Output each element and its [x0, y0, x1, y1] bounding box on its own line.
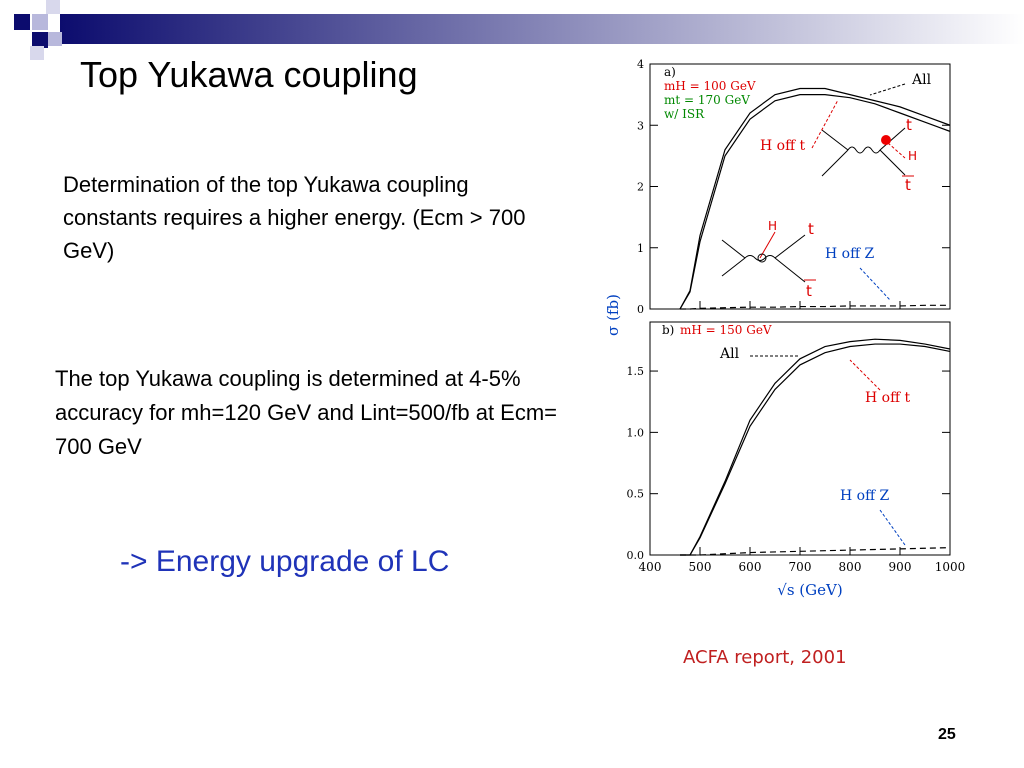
y-tick-label: 1.5 [627, 365, 645, 378]
decor [32, 32, 48, 48]
vertex-dot [881, 135, 891, 145]
y-tick-label: 3 [637, 119, 644, 132]
annotation: w/ ISR [664, 107, 705, 121]
diagram-label: t [806, 282, 812, 300]
x-tick-label: 1000 [935, 560, 966, 574]
annotation: mH = 150 GeV [680, 323, 772, 337]
series-label: All [719, 346, 740, 362]
paragraph: The top Yukawa coupling is determined at… [55, 366, 558, 459]
y-tick-label: 0 [637, 303, 644, 316]
plot-frame [649, 321, 951, 556]
annotation: b) [662, 323, 674, 337]
conclusion: -> Energy upgrade of LC [120, 545, 450, 578]
series-line [679, 94, 951, 310]
header-bar [60, 14, 1024, 44]
series-label: H off t [760, 138, 805, 154]
feynman-diagrams [721, 127, 906, 283]
series-line [679, 87, 951, 310]
diagram-label: H [768, 219, 777, 233]
x-tick-label: 600 [739, 560, 762, 574]
y-tick-label: 4 [637, 58, 644, 71]
series-label: H off Z [840, 488, 889, 504]
annotation: mH = 100 GeV [664, 79, 756, 93]
x-tick-label: 700 [789, 560, 812, 574]
slide-title: Top Yukawa coupling [80, 54, 418, 95]
series-label: H off t [865, 390, 910, 406]
decor [48, 32, 62, 46]
decor [32, 14, 48, 30]
x-tick-label: 400 [639, 560, 662, 574]
x-axis-label: √s (GeV) [777, 581, 842, 599]
annotation: mt = 170 GeV [664, 93, 750, 107]
y-tick-label: 1 [637, 242, 644, 255]
annotation-arrows [750, 83, 906, 546]
diagram-label: t [808, 220, 814, 238]
diagram-label: H [908, 149, 917, 163]
diagram-label: t [905, 176, 911, 194]
series-label: H off Z [825, 246, 874, 262]
y-tick-label: 2 [637, 181, 644, 194]
y-tick-label: 1.0 [627, 426, 645, 439]
series-line [680, 547, 951, 556]
decor [30, 46, 44, 60]
y-tick-label: 0.5 [627, 488, 645, 501]
diagram-label: t [906, 116, 912, 134]
series-line [680, 338, 951, 556]
x-tick-label: 900 [889, 560, 912, 574]
decor [46, 0, 60, 14]
series-line [680, 343, 951, 556]
x-tick-label: 800 [839, 560, 862, 574]
series-label: All [911, 72, 932, 88]
y-tick-label: 0.0 [627, 549, 645, 562]
page-number: 25 [938, 726, 956, 743]
decor [14, 14, 30, 30]
figure-caption: ACFA report, 2001 [683, 647, 847, 668]
annotation: a) [664, 65, 676, 79]
paragraph: Determination of the top Yukawa coupling… [63, 172, 526, 263]
series-line [680, 304, 950, 310]
y-axis-label: σ (fb) [604, 294, 622, 336]
x-tick-label: 500 [689, 560, 712, 574]
